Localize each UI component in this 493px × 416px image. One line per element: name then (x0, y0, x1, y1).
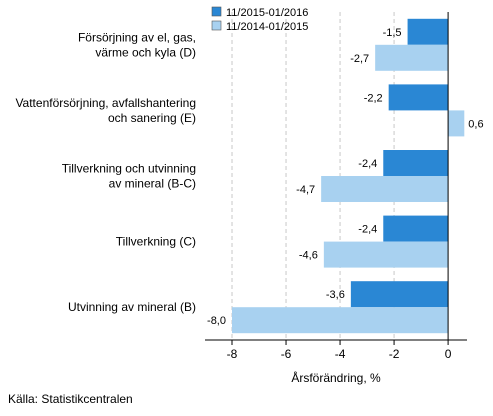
category-label: av mineral (B-C) (109, 177, 196, 191)
bar (388, 84, 449, 111)
legend-swatch (211, 20, 222, 31)
data-label: -2,4 (358, 158, 377, 170)
bar (375, 44, 449, 71)
data-label: 0,6 (468, 118, 483, 130)
bar (383, 150, 449, 176)
category-label: Tillverkning och utvinning (62, 162, 196, 176)
bar (350, 281, 449, 308)
category-label: Utvinning av mineral (B) (68, 300, 196, 314)
x-tick-label: 0 (445, 347, 452, 361)
data-label: -4,6 (299, 250, 318, 262)
bar (321, 176, 449, 202)
x-tick-label: -6 (281, 347, 292, 361)
legend-label: 11/2015-01/2016 (226, 7, 308, 19)
category-label: värme och kyla (D) (95, 45, 196, 59)
bar (232, 307, 449, 334)
bar (448, 110, 465, 137)
data-label: -2,4 (358, 224, 377, 236)
x-tick-label: -4 (335, 347, 346, 361)
x-tick-label: -2 (389, 347, 400, 361)
data-label: -1,5 (383, 27, 402, 39)
data-label: -2,7 (350, 53, 369, 65)
data-label: -8,0 (207, 315, 226, 327)
bar (383, 215, 449, 242)
legend-swatch (211, 6, 222, 17)
data-label: -3,6 (326, 289, 345, 301)
x-axis-title: Årsförändring, % (291, 370, 381, 385)
data-label: -4,7 (296, 184, 315, 196)
bar (323, 241, 449, 268)
x-tick-label: -8 (227, 347, 238, 361)
legend-label: 11/2014-01/2015 (226, 21, 308, 33)
category-label: Försörjning av el, gas, (78, 30, 196, 44)
category-label: Tillverkning (C) (116, 235, 196, 249)
data-label: -2,2 (364, 92, 383, 104)
category-label: Vattenförsörjning, avfallshantering (15, 96, 196, 110)
category-label: och sanering (E) (108, 111, 196, 125)
source-note: Källa: Statistikcentralen (8, 392, 133, 406)
bar (407, 18, 449, 45)
